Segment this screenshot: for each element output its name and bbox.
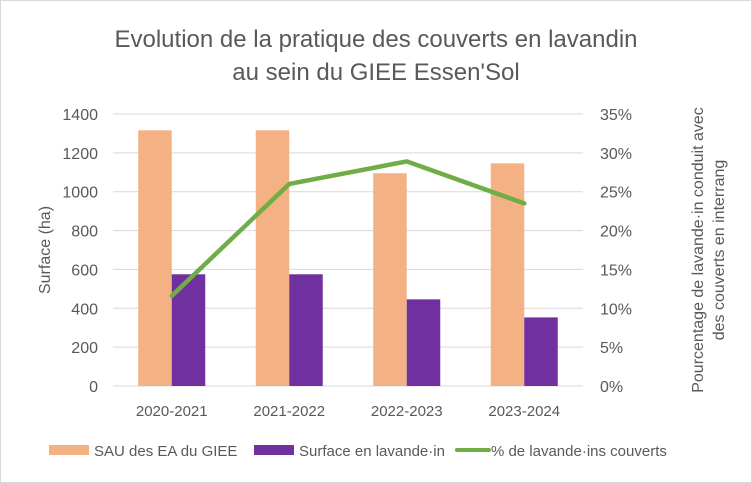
y2-tick-label: 0% — [600, 379, 623, 396]
legend: SAU des EA du GIEE Surface en lavande·in… — [49, 443, 667, 460]
y2-tick-label: 20% — [600, 224, 632, 241]
bar-sau — [373, 173, 407, 386]
x-tick-label: 2023-2024 — [488, 403, 560, 420]
legend-label-percent: % de lavande·ins couverts — [491, 443, 667, 460]
x-tick-label: 2020-2021 — [136, 403, 208, 420]
y2-axis-ticks: 0% 5% 10% 15% 20% 25% 30% 35% — [600, 107, 632, 396]
bar-surface — [524, 317, 558, 386]
y2-tick-label: 35% — [600, 107, 632, 124]
y-axis-label: Surface (ha) — [37, 206, 54, 294]
chart-title-line-1: Evolution de la pratique des couverts en… — [114, 26, 637, 53]
legend-label-surface: Surface en lavande·in — [299, 443, 445, 460]
y2-tick-label: 5% — [600, 340, 623, 357]
bar-sau — [138, 130, 172, 386]
y-tick-label: 800 — [71, 224, 98, 241]
legend-label-sau: SAU des EA du GIEE — [94, 443, 237, 460]
y2-axis-label-line-1: Pourcentage de lavande·in conduit avec — [690, 107, 707, 393]
y-axis-ticks: 0 200 400 600 800 1000 1200 1400 — [62, 107, 98, 396]
x-tick-label: 2021-2022 — [253, 403, 325, 420]
bar-surface — [406, 299, 441, 386]
y-tick-label: 600 — [71, 262, 98, 279]
y-tick-label: 1400 — [62, 107, 98, 124]
x-tick-label: 2022-2023 — [371, 403, 443, 420]
y2-tick-label: 10% — [600, 301, 632, 318]
y-tick-label: 0 — [89, 379, 98, 396]
y2-axis-label-line-2: des couverts en interrang — [711, 160, 728, 341]
y-tick-label: 1000 — [62, 185, 98, 202]
x-axis-ticks: 2020-2021 2021-2022 2022-2023 2023-2024 — [136, 403, 560, 420]
y2-tick-label: 15% — [600, 262, 632, 279]
y-tick-label: 200 — [71, 340, 98, 357]
y-tick-label: 400 — [71, 301, 98, 318]
line-series — [169, 159, 527, 299]
y2-tick-label: 30% — [600, 146, 632, 163]
legend-swatch-sau — [49, 445, 89, 455]
y-tick-label: 1200 — [62, 146, 98, 163]
chart-title-line-2: au sein du GIEE Essen'Sol — [232, 59, 519, 86]
legend-swatch-surface — [254, 445, 294, 455]
bar-sau — [255, 130, 290, 386]
bar-surface — [289, 274, 323, 386]
line-percent-couverts — [169, 159, 527, 299]
y2-tick-label: 25% — [600, 185, 632, 202]
